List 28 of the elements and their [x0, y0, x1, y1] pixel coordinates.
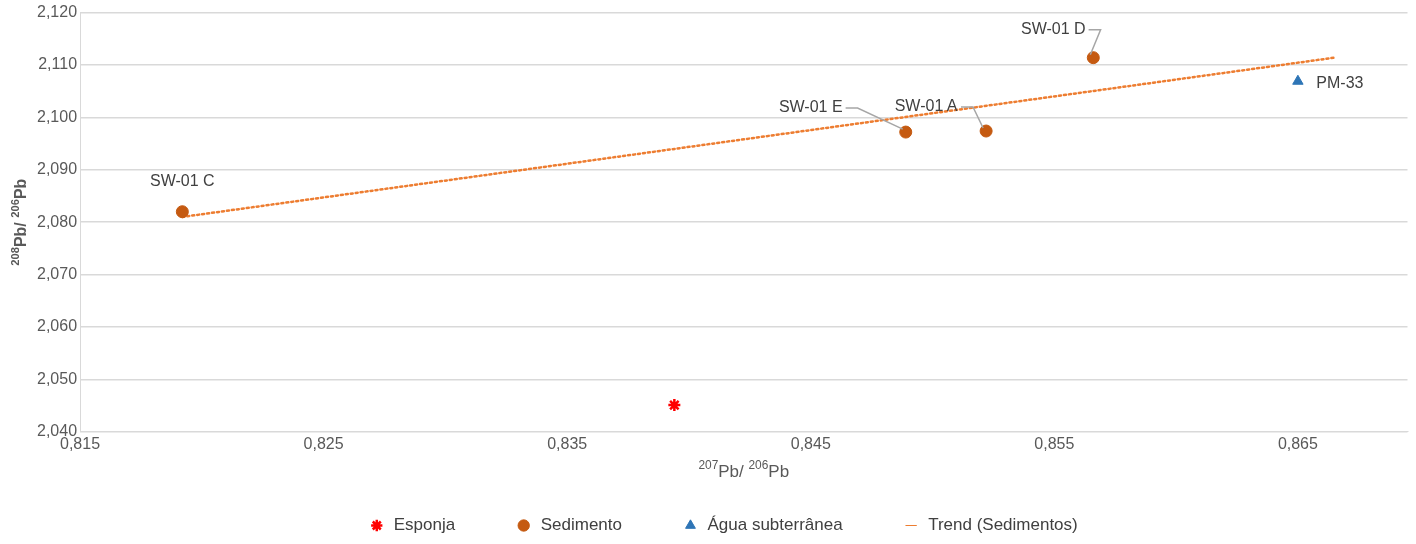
legend-label: Esponja: [393, 515, 456, 535]
y-tick-label: 2,080: [36, 212, 78, 230]
x-tick-label: 0,865: [1277, 434, 1319, 452]
legend-label: Trend (Sedimentos): [928, 515, 1078, 535]
point: [979, 124, 993, 138]
y-tick-label: 2,100: [36, 107, 78, 125]
annotation: SW-01 C: [150, 172, 215, 190]
x-tick-label: 0,845: [790, 434, 831, 452]
x-tick-label: 0,835: [547, 434, 588, 452]
point: [1086, 51, 1100, 65]
legend-label: Água subterrânea: [707, 515, 844, 535]
point: [899, 125, 913, 139]
legend-label: Sedimento: [540, 515, 622, 535]
annotation: SW-01 E: [778, 98, 843, 116]
point: [1292, 74, 1304, 85]
point: [667, 397, 682, 413]
y-tick-label: 2,120: [36, 3, 78, 21]
y-axis-title: 208Pb/ 206Pb: [9, 178, 30, 266]
y-tick-label: 2,070: [36, 265, 78, 283]
y-tick-label: 2,060: [36, 317, 78, 335]
y-tick-label: 2,110: [38, 55, 78, 73]
y-tick-label: 2,050: [36, 369, 78, 387]
x-tick-label: 0,855: [1034, 434, 1075, 452]
annotation: PM-33: [1316, 73, 1364, 91]
y-tick-label: 2,090: [36, 160, 78, 178]
x-tick-label: 0,825: [303, 434, 344, 452]
point: [175, 205, 189, 219]
annotation: SW-01 D: [1020, 20, 1086, 38]
